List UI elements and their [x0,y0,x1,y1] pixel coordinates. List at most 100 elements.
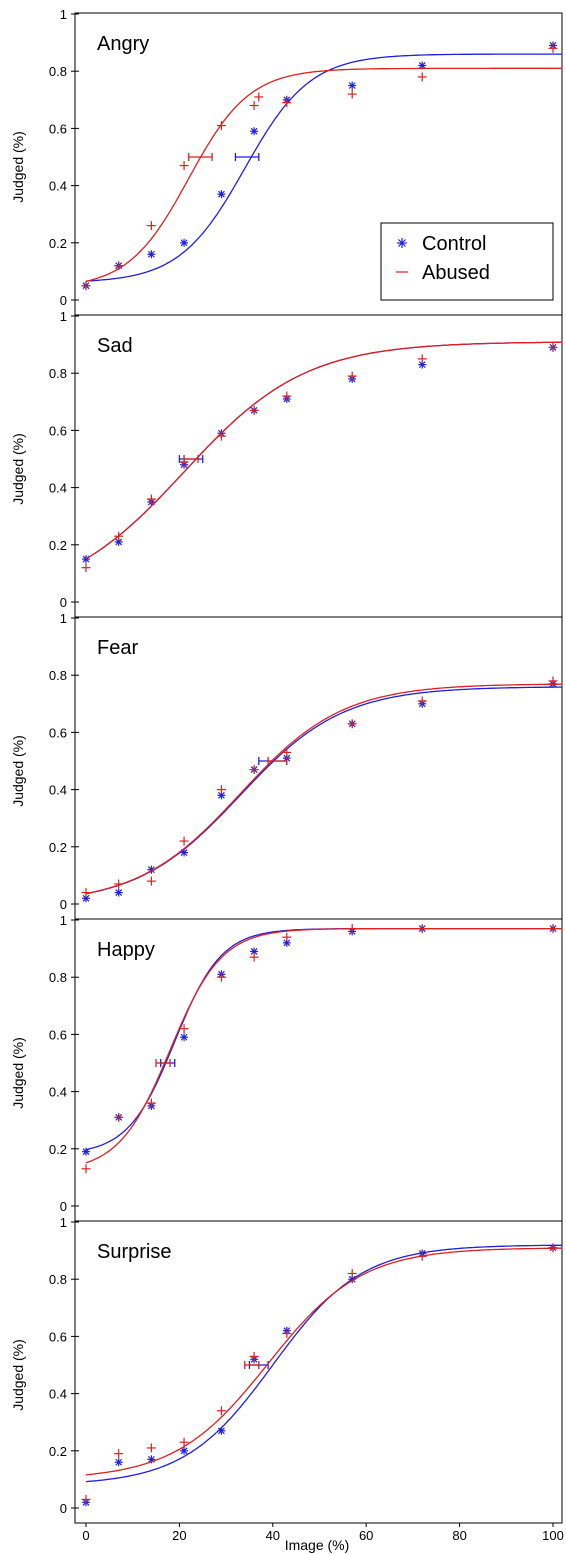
data-point-abused [146,876,156,886]
data-point-abused [347,924,357,934]
legend-label: Abused [422,262,490,284]
data-point-abused [249,765,259,775]
legend: Control Abused [380,222,554,301]
data-point-abused [282,932,292,942]
data-point-abused [146,1443,156,1453]
data-point-abused [249,101,259,111]
marker-stroke [147,250,155,258]
data-point-abused [81,888,91,898]
data-point-abused [548,676,558,686]
x-tick-label: 20 [172,1528,186,1543]
data-point-abused [417,924,427,934]
data-point-abused [179,1437,189,1447]
legend-box [380,222,554,301]
y-tick-label: 0.6 [49,1329,67,1344]
marker-stroke [218,791,225,799]
data-point-abused [347,89,357,99]
plot-frame [74,1220,563,1524]
plot-frame [74,616,563,920]
data-point-control [82,1147,90,1156]
data-point-abused [216,1406,226,1416]
data-point-abused [146,494,156,504]
data-point-abused [282,1329,292,1339]
fit-curve-control [85,686,563,895]
marker-stroke [180,239,188,247]
data-point-control [147,250,156,259]
y-tick-label: 1 [60,1215,67,1230]
data-point-abused [548,1243,558,1253]
x-tick-label: 40 [266,1528,280,1543]
legend-swatch-control [398,239,406,247]
panel-angry: 0 0.2 0.4 0.6 0.8 1 Judged (%) Angry Control Abus… [10,7,563,316]
y-tick-label: 0.4 [49,1085,67,1100]
data-point-abused [114,531,124,541]
data-point-abused [282,98,292,108]
y-axis-title: Judged (%) [10,131,26,203]
data-point-abused [347,371,357,381]
y-tick-label: 0.6 [49,121,67,136]
fit-curve-control [85,53,563,282]
data-point-abused [548,43,558,53]
data-point-abused [254,92,264,102]
marker-stroke [82,1148,90,1156]
panel-title: Sad [97,335,133,357]
data-point-abused [417,72,427,82]
plot-frame [74,918,563,1222]
series-abused [81,676,563,898]
data-point-abused [114,879,124,889]
data-point-abused [216,121,226,131]
data-point-abused [146,1098,156,1108]
marker-stroke [180,1447,188,1455]
y-tick-label: 0.4 [49,179,67,194]
fit-curve-abused [85,341,563,560]
fit-curve-control [85,927,563,1151]
y-tick-label: 0.6 [49,725,67,740]
data-point-abused [179,457,189,467]
data-point-control [217,190,226,199]
y-tick-label: 0.8 [49,970,67,985]
data-point-abused [282,747,292,757]
marker-stroke [418,62,426,69]
y-tick-label: 0.4 [49,1387,67,1402]
data-point-abused [114,261,124,271]
data-point-abused [81,1494,91,1504]
y-tick-label: 0.4 [49,481,67,496]
y-tick-label: 0 [60,293,67,308]
y-tick-label: 1 [60,7,67,22]
marker-stroke [115,538,123,546]
series-control [82,1243,563,1507]
series-abused [81,341,563,573]
x-axis-title: Image (%) [285,1537,350,1553]
y-tick-label: 0.6 [49,1027,67,1042]
y-tick-label: 0.8 [49,64,67,79]
fit-curve-control [85,1244,563,1483]
data-point-abused [146,221,156,231]
panel-title: Fear [97,637,138,659]
y-tick-label: 0.8 [49,1272,67,1287]
x-tick-label: 60 [359,1528,373,1543]
data-point-abused [417,354,427,364]
data-point-abused [347,1268,357,1278]
data-point-abused [249,952,259,962]
data-point-control [114,888,123,897]
data-point-abused [114,1112,124,1122]
y-tick-label: 0 [60,1199,67,1214]
y-tick-label: 0.8 [49,366,67,381]
legend-label: Control [422,233,486,255]
x-tick-label: 100 [542,1528,564,1543]
data-point-abused [216,431,226,441]
data-point-control [180,848,189,857]
panel-fear: 0 0.2 0.4 0.6 0.8 1 Judged (%) Fear [10,611,563,920]
y-tick-label: 0.6 [49,423,67,438]
y-tick-label: 1 [60,611,67,626]
marker-stroke [218,190,225,198]
panel-sad: 0 0.2 0.4 0.6 0.8 1 Judged (%) Sad [10,309,563,618]
marker-stroke [147,1455,155,1463]
fit-curve-abused [85,927,563,1164]
y-axis-title: Judged (%) [10,1339,26,1411]
x-tick-label: 0 [82,1528,89,1543]
series-abused [81,43,563,291]
data-point-abused [249,1351,259,1361]
y-tick-label: 0.4 [49,783,67,798]
